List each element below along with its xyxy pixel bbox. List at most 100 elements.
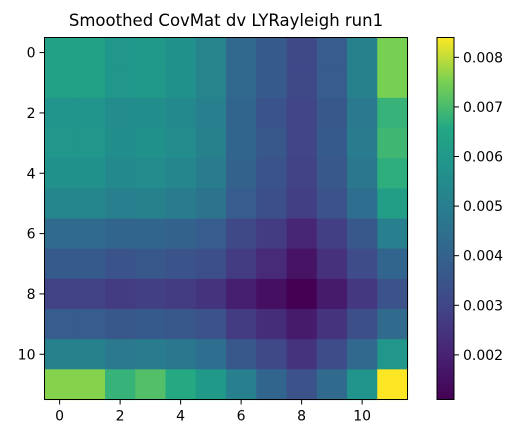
x-tick-label: 10 xyxy=(353,409,371,425)
heatmap-cell-r10-c7 xyxy=(256,339,288,370)
heatmap-cell-r8-c0 xyxy=(44,278,76,310)
heatmap-cell-r10-c6 xyxy=(226,339,257,370)
heatmap-cell-r2-c4 xyxy=(165,97,197,129)
heatmap-cell-r9-c10 xyxy=(347,309,378,340)
heatmap-cell-r3-c7 xyxy=(256,128,288,159)
heatmap-cell-r1-c0 xyxy=(44,67,76,99)
heatmap-cell-r0-c1 xyxy=(74,37,106,69)
heatmap-cell-r8-c11 xyxy=(377,278,409,310)
heatmap-cell-r4-c8 xyxy=(286,158,318,189)
heatmap-cell-r6-c8 xyxy=(286,218,318,250)
heatmap-cell-r6-c3 xyxy=(135,218,167,250)
colorbar-tick-label: 0.008 xyxy=(463,50,503,66)
heatmap-cell-r8-c10 xyxy=(347,278,378,310)
heatmap-cell-r7-c11 xyxy=(377,248,409,280)
heatmap-cell-r11-c0 xyxy=(44,369,76,401)
heatmap-cell-r1-c1 xyxy=(74,67,106,99)
heatmap-cell-r10-c3 xyxy=(135,339,167,370)
heatmap-cell-r4-c9 xyxy=(316,158,348,189)
heatmap-cell-r8-c2 xyxy=(105,278,136,310)
heatmap-cell-r6-c1 xyxy=(74,218,106,250)
heatmap-cell-r7-c0 xyxy=(44,248,76,280)
heatmap-cell-r9-c4 xyxy=(165,309,197,340)
heatmap-cell-r2-c5 xyxy=(195,97,227,129)
heatmap-cell-r10-c5 xyxy=(195,339,227,370)
heatmap-cell-r0-c5 xyxy=(195,37,227,69)
heatmap-cell-r4-c4 xyxy=(165,158,197,189)
heatmap-cell-r8-c1 xyxy=(74,278,106,310)
x-tick-label: 0 xyxy=(55,409,64,425)
heatmap-cell-r1-c2 xyxy=(105,67,136,99)
colorbar-tick-label: 0.003 xyxy=(463,298,503,314)
heatmap-cell-r8-c8 xyxy=(286,278,318,310)
y-axis: 0 2 4 6 8 10 xyxy=(18,46,45,363)
heatmap-cell-r2-c6 xyxy=(226,97,257,129)
x-tick-label: 8 xyxy=(297,409,306,425)
heatmap-cell-r7-c1 xyxy=(74,248,106,280)
heatmap-cell-r10-c9 xyxy=(316,339,348,370)
heatmap-cell-r4-c2 xyxy=(105,158,136,189)
heatmap-cell-r11-c2 xyxy=(105,369,136,401)
x-tick-label: 6 xyxy=(237,409,246,425)
heatmap-cell-r8-c5 xyxy=(195,278,227,310)
heatmap-cell-r8-c9 xyxy=(316,278,348,310)
heatmap-cell-r8-c7 xyxy=(256,278,288,310)
heatmap-cell-r3-c8 xyxy=(286,128,318,159)
heatmap-cell-r9-c2 xyxy=(105,309,136,340)
heatmap-cell-r0-c4 xyxy=(165,37,197,69)
heatmap-cell-r2-c3 xyxy=(135,97,167,129)
heatmap-cell-r5-c5 xyxy=(195,188,227,220)
colorbar-tick-label: 0.004 xyxy=(463,249,503,265)
heatmap-cell-r0-c3 xyxy=(135,37,167,69)
heatmap-cell-r5-c0 xyxy=(44,188,76,220)
heatmap-cell-r2-c0 xyxy=(44,97,76,129)
heatmap-cell-r1-c3 xyxy=(135,67,167,99)
heatmap-cell-r3-c6 xyxy=(226,128,257,159)
heatmap-cell-r1-c11 xyxy=(377,67,409,99)
heatmap-cell-r1-c6 xyxy=(226,67,257,99)
heatmap-cell-r3-c9 xyxy=(316,128,348,159)
colorbar: 0.002 0.003 0.004 0.005 0.006 0.007 0.008 xyxy=(436,37,503,400)
heatmap-cell-r9-c0 xyxy=(44,309,76,340)
x-tick-label: 4 xyxy=(176,409,185,425)
heatmap-cell-r7-c6 xyxy=(226,248,257,280)
heatmap-cell-r4-c5 xyxy=(195,158,227,189)
heatmap-cell-r3-c3 xyxy=(135,128,167,159)
heatmap-cell-r6-c9 xyxy=(316,218,348,250)
heatmap-cell-r6-c5 xyxy=(195,218,227,250)
heatmap-cell-r4-c10 xyxy=(347,158,378,189)
heatmap-cell-r3-c1 xyxy=(74,128,106,159)
heatmap-cell-r11-c7 xyxy=(256,369,288,401)
colorbar-frame xyxy=(436,37,455,400)
heatmap-cell-r5-c4 xyxy=(165,188,197,220)
heatmap-cell-r6-c0 xyxy=(44,218,76,250)
heatmap-cell-r10-c8 xyxy=(286,339,318,370)
heatmap-cell-r1-c8 xyxy=(286,67,318,99)
heatmap-cell-r2-c9 xyxy=(316,97,348,129)
heatmap-cell-r0-c9 xyxy=(316,37,348,69)
heatmap-cell-r4-c7 xyxy=(256,158,288,189)
heatmap-cell-r0-c6 xyxy=(226,37,257,69)
colorbar-tick-label: 0.002 xyxy=(463,348,503,364)
heatmap-cell-r1-c7 xyxy=(256,67,288,99)
heatmap-cell-r7-c7 xyxy=(256,248,288,280)
colorbar-gradient xyxy=(437,37,454,400)
heatmap-cell-r9-c6 xyxy=(226,309,257,340)
heatmap-cell-r9-c9 xyxy=(316,309,348,340)
x-axis: 0 2 4 6 8 10 xyxy=(55,399,371,425)
plot-frame xyxy=(44,37,408,400)
heatmap-cell-r3-c11 xyxy=(377,128,409,159)
heatmap-cell-r5-c10 xyxy=(347,188,378,220)
heatmap-cell-r0-c11 xyxy=(377,37,409,69)
heatmap-cell-r6-c10 xyxy=(347,218,378,250)
y-tick-label: 2 xyxy=(27,106,36,122)
heatmap-cell-r1-c10 xyxy=(347,67,378,99)
heatmap-cell-r7-c8 xyxy=(286,248,318,280)
colorbar-tick-label: 0.006 xyxy=(463,150,503,166)
y-tick-label: 8 xyxy=(27,287,36,303)
heatmap-cell-r1-c9 xyxy=(316,67,348,99)
heatmap-cell-r5-c2 xyxy=(105,188,136,220)
heatmap-cell-r0-c2 xyxy=(105,37,136,69)
x-tick-label: 2 xyxy=(116,409,125,425)
heatmap-cell-r7-c9 xyxy=(316,248,348,280)
